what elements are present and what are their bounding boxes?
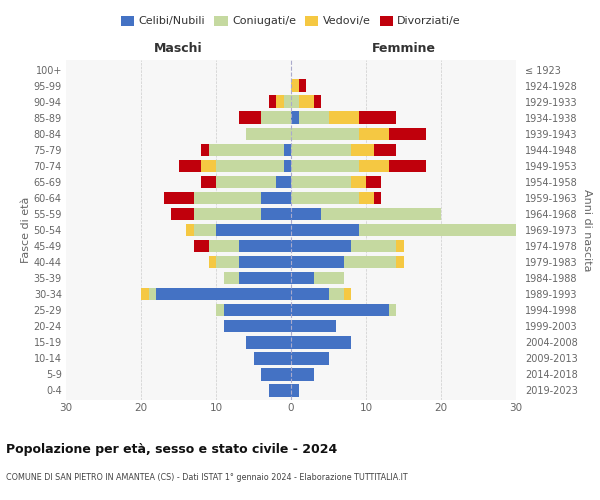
Bar [291,144,351,156]
Bar [246,128,291,140]
Bar [284,96,291,108]
Bar [351,176,366,188]
Bar [216,160,284,172]
Bar [396,256,404,268]
Bar [329,112,359,124]
Bar [216,256,239,268]
Bar [291,224,359,236]
Bar [291,80,299,92]
Bar [373,192,381,204]
Bar [261,208,291,220]
Bar [276,176,291,188]
Bar [261,368,291,380]
Bar [359,112,396,124]
Bar [179,160,201,172]
Bar [359,192,373,204]
Bar [291,336,351,348]
Bar [163,192,193,204]
Bar [351,144,373,156]
Bar [269,96,276,108]
Bar [261,112,291,124]
Bar [396,240,404,252]
Bar [343,288,351,300]
Y-axis label: Anni di nascita: Anni di nascita [582,188,592,271]
Bar [216,304,223,316]
Text: Maschi: Maschi [154,42,203,55]
Bar [193,240,209,252]
Y-axis label: Fasce di età: Fasce di età [20,197,31,263]
Bar [389,160,426,172]
Bar [223,320,291,332]
Bar [193,208,261,220]
Bar [254,352,291,364]
Bar [291,128,359,140]
Bar [261,192,291,204]
Bar [291,288,329,300]
Bar [359,224,554,236]
Bar [291,96,299,108]
Bar [201,160,216,172]
Bar [359,128,389,140]
Bar [291,272,314,284]
Bar [239,240,291,252]
Bar [284,160,291,172]
Bar [201,144,209,156]
Bar [299,80,306,92]
Bar [343,256,396,268]
Bar [209,240,239,252]
Bar [321,208,441,220]
Bar [291,160,359,172]
Bar [209,256,216,268]
Bar [373,144,396,156]
Bar [554,224,561,236]
Bar [366,176,381,188]
Bar [239,256,291,268]
Text: Popolazione per età, sesso e stato civile - 2024: Popolazione per età, sesso e stato civil… [6,442,337,456]
Bar [201,176,216,188]
Bar [276,96,284,108]
Bar [314,272,343,284]
Bar [291,192,359,204]
Bar [216,224,291,236]
Bar [389,304,396,316]
Bar [291,256,343,268]
Bar [193,224,216,236]
Text: Femmine: Femmine [371,42,436,55]
Bar [141,288,149,300]
Bar [299,112,329,124]
Bar [291,384,299,396]
Bar [246,336,291,348]
Bar [314,96,321,108]
Bar [209,144,284,156]
Bar [291,352,329,364]
Bar [156,288,291,300]
Bar [269,384,291,396]
Bar [186,224,193,236]
Bar [389,128,426,140]
Bar [351,240,396,252]
Bar [149,288,156,300]
Bar [291,112,299,124]
Bar [223,272,239,284]
Text: COMUNE DI SAN PIETRO IN AMANTEA (CS) - Dati ISTAT 1° gennaio 2024 - Elaborazione: COMUNE DI SAN PIETRO IN AMANTEA (CS) - D… [6,472,407,482]
Bar [291,176,351,188]
Bar [291,304,389,316]
Bar [329,288,343,300]
Bar [291,320,336,332]
Bar [359,160,389,172]
Bar [299,96,314,108]
Bar [291,368,314,380]
Bar [239,272,291,284]
Bar [284,144,291,156]
Bar [216,176,276,188]
Bar [171,208,193,220]
Bar [223,304,291,316]
Bar [291,208,321,220]
Bar [291,240,351,252]
Bar [193,192,261,204]
Bar [239,112,261,124]
Legend: Celibi/Nubili, Coniugati/e, Vedovi/e, Divorziati/e: Celibi/Nubili, Coniugati/e, Vedovi/e, Di… [116,11,466,31]
